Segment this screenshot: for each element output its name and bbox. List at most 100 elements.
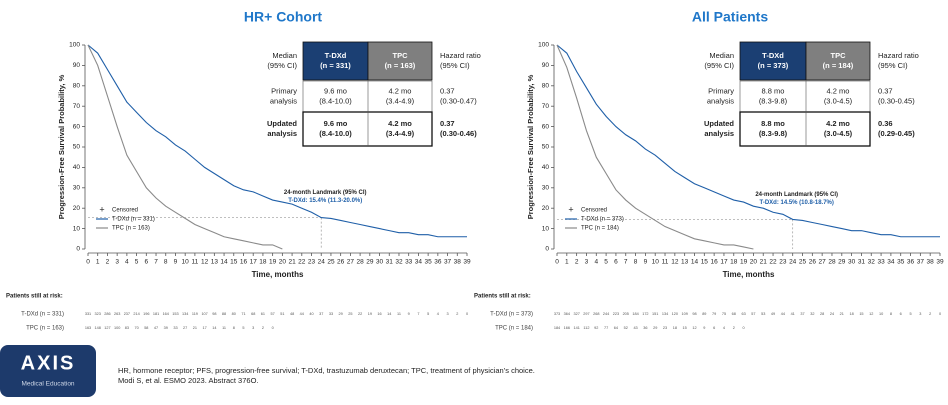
x-tick-label: 38 [927, 259, 935, 266]
risk-value: 64 [614, 326, 618, 330]
x-tick-label: 19 [740, 259, 748, 266]
table-cell-text: analysis [707, 96, 734, 105]
risk-value: 32 [810, 312, 814, 316]
table-cell-text: 0.37 [440, 119, 455, 128]
risk-value: 2 [456, 312, 458, 316]
x-tick-label: 25 [799, 259, 807, 266]
km-curve [87, 44, 283, 250]
x-tick-label: 13 [211, 259, 219, 266]
x-tick-label: 18 [730, 259, 738, 266]
table-cell-text: 4.2 mo [388, 119, 412, 128]
risk-value: 263 [114, 312, 120, 316]
legend-label: Censored [581, 208, 607, 214]
y-tick-label: 90 [542, 62, 550, 69]
table-cell-text: Primary [708, 86, 734, 95]
risk-value: 28 [820, 312, 824, 316]
risk-value: 41 [791, 312, 795, 316]
y-tick-label: 0 [76, 246, 80, 253]
table-cell-text: (0.29-0.45) [878, 129, 915, 138]
x-tick-label: 36 [434, 259, 442, 266]
table-header-text: (n = 373) [758, 61, 789, 70]
table-cell-text: 4.2 mo [389, 86, 412, 95]
table-header-cell [302, 41, 369, 81]
risk-value: 3 [919, 312, 921, 316]
landmark-title: 24-month Landmark (95% CI) [284, 190, 367, 196]
risk-value: 57 [751, 312, 755, 316]
legend-symbol: + [99, 204, 104, 214]
table-header-text: Hazard ratio [440, 51, 481, 60]
table-header-text: (95% CI) [704, 61, 734, 70]
risk-value: 134 [662, 312, 668, 316]
y-tick-label: 60 [73, 123, 81, 130]
risk-value: 268 [593, 312, 599, 316]
risk-value: 88 [222, 312, 226, 316]
risk-value: 327 [573, 312, 579, 316]
table-header-text: TPC [393, 51, 409, 60]
table-header-text: TPC [831, 51, 847, 60]
x-tick-label: 33 [405, 259, 413, 266]
risk-value: 5 [909, 312, 911, 316]
table-header-cell [367, 41, 433, 81]
risk-value: 77 [604, 326, 608, 330]
risk-value: 11 [397, 312, 401, 316]
risk-value: 3 [447, 312, 449, 316]
x-tick-label: 32 [395, 259, 403, 266]
risk-value: 7 [417, 312, 419, 316]
x-tick-label: 33 [877, 259, 885, 266]
risk-value: 244 [603, 312, 609, 316]
x-axis-label: Time, months [252, 270, 304, 279]
x-tick-label: 21 [288, 259, 296, 266]
risk-value: 5 [427, 312, 429, 316]
x-tick-label: 17 [250, 259, 258, 266]
y-tick-label: 40 [73, 164, 81, 171]
risk-value: 12 [692, 326, 696, 330]
risk-value: 127 [104, 326, 110, 330]
risk-value: 61 [261, 312, 265, 316]
risk-value: 112 [583, 326, 589, 330]
x-tick-label: 7 [154, 259, 158, 266]
x-tick-label: 25 [327, 259, 335, 266]
table-header-cell [739, 41, 807, 81]
table-header-text: (95% CI) [267, 61, 297, 70]
x-tick-label: 35 [897, 259, 905, 266]
risk-value: 18 [849, 312, 853, 316]
km-curve [556, 44, 940, 238]
risk-value: 164 [163, 312, 169, 316]
risk-value: 75 [722, 312, 726, 316]
km-curve [556, 44, 754, 250]
x-tick-label: 28 [356, 259, 364, 266]
table-cell-text: 0.37 [878, 86, 893, 95]
risk-value: 373 [554, 312, 560, 316]
x-axis-label: Time, months [723, 270, 775, 279]
x-tick-label: 8 [164, 259, 168, 266]
x-tick-label: 36 [907, 259, 915, 266]
risk-title: Patients still at risk: [6, 294, 63, 300]
y-tick-label: 50 [73, 144, 81, 151]
risk-value: 58 [144, 326, 148, 330]
landmark-label: T-DXd: 15.4% (11.3-20.0%) [288, 198, 362, 204]
risk-value: 323 [95, 312, 101, 316]
x-tick-label: 3 [585, 259, 589, 266]
table-cell [739, 80, 871, 113]
risk-value: 107 [201, 312, 207, 316]
x-tick-label: 38 [454, 259, 462, 266]
x-tick-label: 26 [809, 259, 817, 266]
y-tick-label: 90 [73, 62, 81, 69]
risk-value: 166 [564, 326, 570, 330]
table-cell-text: analysis [270, 96, 297, 105]
x-tick-label: 14 [691, 259, 699, 266]
y-tick-label: 30 [73, 185, 81, 192]
y-axis-label: Progression-Free Survival Probability, % [526, 74, 535, 219]
risk-value: 51 [280, 312, 284, 316]
y-tick-label: 100 [538, 42, 549, 49]
risk-label: T-DXd (n = 331) [21, 312, 64, 318]
risk-value: 163 [85, 326, 91, 330]
risk-value: 33 [173, 326, 177, 330]
risk-value: 4 [437, 312, 439, 316]
risk-value: 44 [300, 312, 304, 316]
legend-label: Censored [112, 208, 138, 214]
risk-value: 37 [800, 312, 804, 316]
table-cell-text: (3.4-4.9) [386, 96, 415, 105]
x-tick-label: 10 [652, 259, 660, 266]
table-cell-text: 9.6 mo [324, 119, 348, 128]
